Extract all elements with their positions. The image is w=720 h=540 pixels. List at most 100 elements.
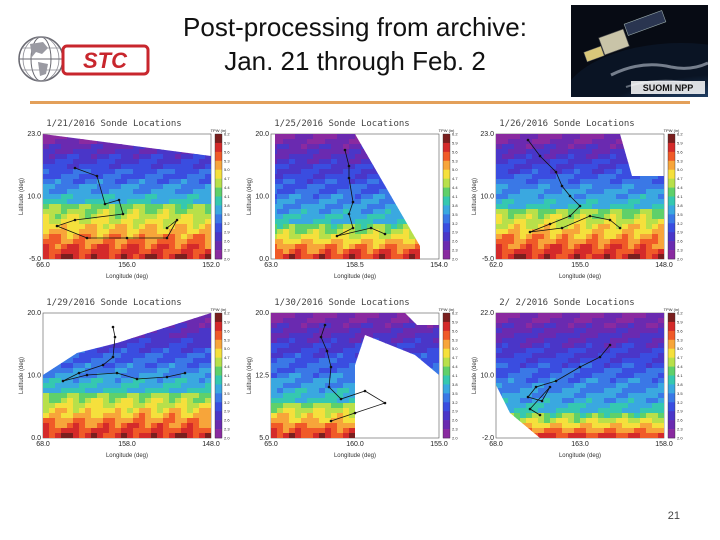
tpw-cell xyxy=(103,393,110,399)
tpw-cell xyxy=(550,184,557,190)
tpw-cell xyxy=(295,199,302,205)
tpw-cell xyxy=(349,428,356,434)
tpw-cell xyxy=(658,433,664,438)
tpw-cell xyxy=(574,184,581,190)
tpw-cell xyxy=(520,204,527,210)
tpw-cell xyxy=(658,363,664,369)
tpw-cell xyxy=(568,338,575,344)
tpw-cell xyxy=(187,418,194,424)
tpw-cell xyxy=(325,214,332,220)
tpw-cell xyxy=(283,373,290,379)
tpw-cell xyxy=(496,214,503,220)
tpw-cell xyxy=(385,249,392,255)
tpw-cell xyxy=(301,343,308,349)
tpw-cell xyxy=(79,179,86,185)
tpw-cell xyxy=(73,169,80,175)
tpw-cell xyxy=(157,388,164,394)
tpw-cell xyxy=(562,234,569,240)
tpw-cell xyxy=(187,249,194,255)
tpw-cell xyxy=(115,154,122,160)
tpw-cell xyxy=(604,383,611,389)
logo-text: STC xyxy=(83,48,128,73)
tpw-cell xyxy=(139,159,146,165)
tpw-cell xyxy=(580,234,587,240)
tpw-cell xyxy=(391,209,398,215)
tpw-cell xyxy=(103,423,110,429)
tpw-cell xyxy=(343,134,350,140)
tpw-cell xyxy=(508,373,515,379)
tpw-cell xyxy=(277,363,284,369)
colorbar-label: 6.2 xyxy=(677,311,683,316)
tpw-cell xyxy=(127,388,134,394)
tpw-cell xyxy=(73,413,80,419)
colorbar-label: 3.8 xyxy=(677,382,683,387)
tpw-cell xyxy=(157,194,164,200)
tpw-cell xyxy=(532,199,539,205)
tpw-cell xyxy=(313,418,320,424)
tpw-cell xyxy=(301,249,308,255)
tpw-cell xyxy=(598,154,605,160)
tpw-cell xyxy=(514,353,521,359)
tpw-cell xyxy=(127,338,134,344)
tpw-cell xyxy=(145,423,152,429)
tpw-cell xyxy=(646,199,653,205)
tpw-cell xyxy=(427,358,434,364)
tpw-cell xyxy=(277,403,284,409)
tpw-cell xyxy=(289,423,296,429)
tpw-cell xyxy=(646,244,653,250)
tpw-cell xyxy=(580,393,587,399)
tpw-cell xyxy=(319,328,326,334)
tpw-cell xyxy=(205,219,211,225)
tpw-cell xyxy=(319,194,326,200)
tpw-cell xyxy=(652,189,659,195)
tpw-cell xyxy=(61,149,68,155)
tpw-cell xyxy=(349,343,356,349)
tpw-cell xyxy=(127,428,134,434)
tpw-cell xyxy=(508,408,515,414)
tpw-cell xyxy=(115,418,122,424)
tpw-cell xyxy=(526,174,533,180)
tpw-cell xyxy=(367,214,374,220)
tpw-cell xyxy=(331,423,338,429)
tpw-cell xyxy=(313,383,320,389)
tpw-cell xyxy=(97,229,104,235)
tpw-cell xyxy=(295,254,302,259)
tpw-cell xyxy=(580,318,587,324)
sonde-track xyxy=(55,167,178,239)
tpw-cell xyxy=(49,134,56,140)
tpw-cell xyxy=(652,423,659,429)
tpw-cell xyxy=(271,403,278,409)
tpw-cell xyxy=(55,144,62,150)
tpw-cell xyxy=(307,398,314,404)
colorbar-label: 2.3 xyxy=(677,248,683,253)
tpw-cell xyxy=(199,234,206,240)
tpw-cell xyxy=(544,229,551,235)
tpw-cell xyxy=(43,164,50,170)
tpw-cell xyxy=(598,199,605,205)
tpw-cell xyxy=(562,154,569,160)
tpw-cell xyxy=(85,239,92,245)
tpw-cell xyxy=(361,189,368,195)
tpw-cell xyxy=(496,378,503,384)
tpw-cell xyxy=(568,398,575,404)
tpw-cell xyxy=(496,363,503,369)
tpw-cell xyxy=(496,164,503,170)
tpw-cell xyxy=(307,423,314,429)
tpw-cell xyxy=(85,199,92,205)
tpw-cell xyxy=(61,428,68,434)
tpw-cell xyxy=(562,254,569,259)
tpw-cell xyxy=(496,333,503,339)
tpw-cell xyxy=(550,318,557,324)
tpw-cell xyxy=(67,378,74,384)
tpw-cell xyxy=(61,244,68,250)
tpw-cell xyxy=(385,229,392,235)
tpw-cell xyxy=(199,154,206,160)
tpw-cell xyxy=(568,159,575,165)
tpw-cell xyxy=(121,378,128,384)
tpw-cell xyxy=(157,348,164,354)
tpw-cell xyxy=(604,154,611,160)
colorbar-segment xyxy=(668,151,675,162)
tpw-cell xyxy=(277,373,284,379)
tpw-cell xyxy=(592,184,599,190)
tpw-cell xyxy=(43,214,50,220)
